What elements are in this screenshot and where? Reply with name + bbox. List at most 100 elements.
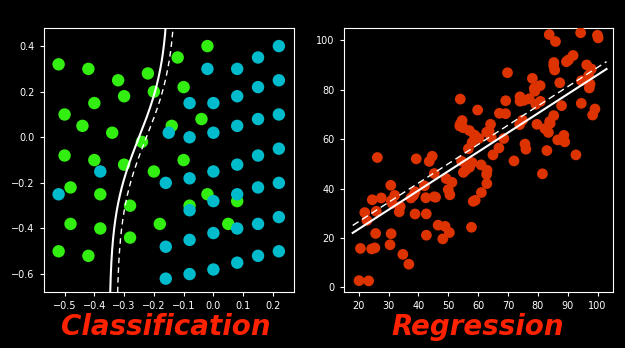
Point <box>208 130 218 135</box>
Point <box>458 125 468 130</box>
Point <box>232 94 242 99</box>
Point <box>457 158 467 164</box>
Point <box>549 63 559 69</box>
Point <box>107 130 118 135</box>
Point <box>482 167 492 173</box>
Point <box>524 96 534 102</box>
Point <box>535 83 545 88</box>
Point <box>274 43 284 49</box>
Point <box>531 102 541 107</box>
Point <box>428 153 438 159</box>
Point <box>564 57 574 63</box>
Point <box>536 98 546 104</box>
Point <box>388 200 398 206</box>
Point <box>184 175 194 181</box>
Point <box>484 128 494 134</box>
Point <box>560 139 570 145</box>
Point <box>429 171 439 176</box>
Text: Classification: Classification <box>61 313 271 341</box>
Point <box>482 129 492 135</box>
Point <box>576 30 586 35</box>
Point <box>406 195 416 201</box>
Point <box>486 134 496 140</box>
Point <box>386 231 396 237</box>
Point <box>385 242 395 247</box>
Point <box>232 191 242 197</box>
Point <box>544 119 554 124</box>
Point <box>468 199 478 204</box>
Point <box>184 207 194 213</box>
Point <box>543 130 553 135</box>
Point <box>223 221 233 227</box>
Point <box>476 190 486 195</box>
Point <box>544 32 554 37</box>
Point <box>161 180 171 186</box>
Point <box>433 222 443 228</box>
Point <box>390 192 400 198</box>
Point <box>470 198 480 203</box>
Point <box>367 246 377 252</box>
Point <box>445 192 455 198</box>
Point <box>372 155 382 160</box>
Point <box>529 86 539 91</box>
Point <box>440 224 450 229</box>
Point <box>184 237 194 243</box>
Point <box>184 203 194 208</box>
Point <box>514 122 524 127</box>
Point <box>253 153 263 158</box>
Point <box>59 153 69 158</box>
Point <box>469 132 479 138</box>
Point <box>586 66 596 72</box>
Point <box>119 162 129 167</box>
Point <box>161 244 171 250</box>
Point <box>208 198 218 204</box>
Point <box>253 185 263 190</box>
Point <box>464 128 474 133</box>
Point <box>476 162 486 168</box>
Point <box>528 76 538 81</box>
Point <box>556 103 566 109</box>
Point <box>515 98 525 104</box>
Point <box>376 195 386 201</box>
Point <box>149 89 159 94</box>
Point <box>455 121 465 127</box>
Point <box>125 235 135 240</box>
Point <box>274 78 284 83</box>
Point <box>501 111 511 117</box>
Point <box>584 73 594 78</box>
Point <box>542 148 552 153</box>
Point <box>467 140 477 145</box>
Point <box>119 94 129 99</box>
Point <box>184 271 194 277</box>
Point <box>540 126 550 132</box>
Point <box>362 218 372 223</box>
Point <box>143 71 153 76</box>
Point <box>561 59 571 64</box>
Point <box>501 98 511 103</box>
Point <box>173 55 182 60</box>
Point <box>395 204 405 209</box>
Point <box>253 116 263 122</box>
Point <box>253 253 263 259</box>
Point <box>530 88 540 94</box>
Point <box>184 100 194 106</box>
Point <box>208 169 218 174</box>
Point <box>494 145 504 151</box>
Point <box>95 191 105 197</box>
Point <box>419 183 429 189</box>
Point <box>274 180 284 186</box>
Point <box>431 195 441 200</box>
Point <box>371 208 381 214</box>
Point <box>161 276 171 282</box>
Point <box>521 147 531 152</box>
Point <box>520 141 530 147</box>
Point <box>113 78 123 83</box>
Point <box>253 84 263 90</box>
Point <box>232 198 242 204</box>
Point <box>232 123 242 129</box>
Point <box>588 112 598 118</box>
Point <box>461 167 471 173</box>
Point <box>398 252 408 257</box>
Point <box>455 96 465 102</box>
Point <box>95 226 105 231</box>
